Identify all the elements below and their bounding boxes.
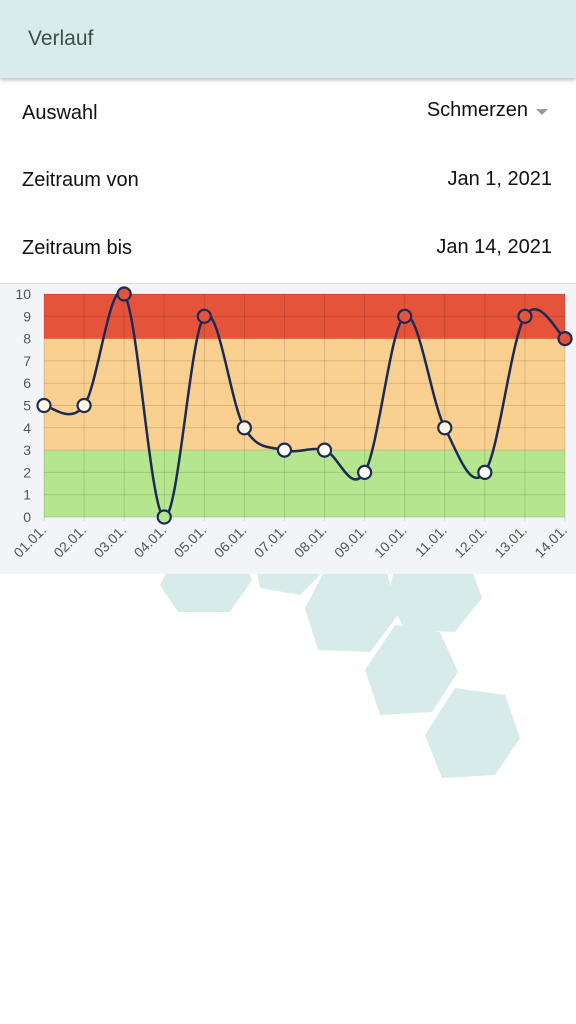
chart-data-point [276,442,293,458]
chart-band-0 [44,450,565,517]
chart-y-tick-label: 5 [23,398,31,414]
range-from-label: Zeitraum von [22,169,139,191]
pain-line-chart: 0 1 2 3 4 5 6 7 8 9 10 01.01. 02.01. 03.01. 04.01. 05.0… [10,286,573,561]
chart-x-tick-label: 11.01. [412,522,450,560]
chart-x-tick-label: 14.01. [531,522,570,561]
chart-data-point [397,308,413,324]
chart-data-point [196,308,212,324]
chart-y-tick-label: 0 [23,509,31,525]
chart-data-point [236,420,252,436]
chart-y-tick-label: 9 [23,308,31,324]
chart-x-tick-label: 05.01. [171,522,210,561]
app-header: Verlauf [0,0,576,78]
chart-x-tick-label: 04.01. [131,522,170,561]
chart-data-point [36,397,52,414]
chart-data-point [557,330,573,347]
chart-band-1 [44,338,565,451]
chart-y-tick-label: 4 [23,420,31,436]
chart-y-tick-label: 2 [23,464,31,480]
selection-label: Auswahl [22,102,98,124]
dropdown-caret-icon[interactable] [536,108,548,115]
range-to-date-picker[interactable]: Jan 14, 2021 [436,236,552,258]
chart-y-tick-label: 3 [23,442,31,458]
chart-y-tick-label: 8 [23,331,31,347]
selection-dropdown[interactable]: Schmerzen [427,99,548,122]
chart-data-point [156,509,172,525]
chart-x-tick-label: 07.01. [251,522,290,561]
chart-x-tick-label: 02.01. [50,522,89,561]
selection-value[interactable]: Schmerzen [426,99,528,121]
chart-data-point [357,464,373,480]
chart-x-tick-label: 08.01. [291,522,330,561]
chart-data-point [517,308,533,324]
chart-x-tick-label: 12.01. [451,522,490,561]
chart-y-tick-label: 10 [15,286,31,302]
chart-data-point [116,286,132,302]
chart-data-point [437,420,453,436]
range-from-date-picker[interactable]: Jan 1, 2021 [447,168,552,190]
chart-y-tick-label: 6 [23,375,31,391]
pain-chart-container: 0 1 2 3 4 5 6 7 8 9 10 01.01. 02.01. 03.01. 04.01. 05.0… [0,284,576,574]
chart-x-tick-label: 01.01. [10,522,49,561]
chart-x-tick-label: 13.01. [491,522,530,561]
range-to-row[interactable]: Zeitraum bis Jan 14, 2021 [0,215,576,284]
chart-y-tick-label: 7 [23,353,31,369]
page-title: Verlauf [28,27,94,50]
chart-x-tick-label: 03.01. [90,522,129,561]
chart-y-tick-label: 1 [23,487,31,503]
chart-x-tick-label: 06.01. [211,522,250,561]
selection-row[interactable]: Auswahl Schmerzen [0,80,576,149]
range-to-label: Zeitraum bis [22,237,133,259]
chart-data-point [316,442,333,458]
chart-data-point [76,397,92,414]
chart-data-point [477,464,493,480]
chart-x-tick-label: 10.01. [371,522,410,561]
chart-x-tick-label: 09.01. [331,522,370,561]
range-from-row[interactable]: Zeitraum von Jan 1, 2021 [0,147,576,216]
